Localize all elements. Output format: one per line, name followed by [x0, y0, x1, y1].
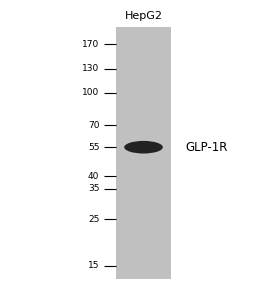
Text: 35: 35	[88, 184, 99, 193]
Text: 15: 15	[88, 261, 99, 270]
Text: HepG2: HepG2	[124, 11, 163, 21]
Text: GLP-1R: GLP-1R	[185, 141, 227, 154]
Text: 100: 100	[82, 88, 99, 97]
Text: 40: 40	[88, 172, 99, 181]
Text: 170: 170	[82, 40, 99, 49]
Ellipse shape	[124, 141, 163, 154]
Bar	[116, 27, 171, 279]
Text: 55: 55	[88, 143, 99, 152]
Text: 25: 25	[88, 215, 99, 224]
Text: 130: 130	[82, 64, 99, 73]
Text: 70: 70	[88, 121, 99, 130]
